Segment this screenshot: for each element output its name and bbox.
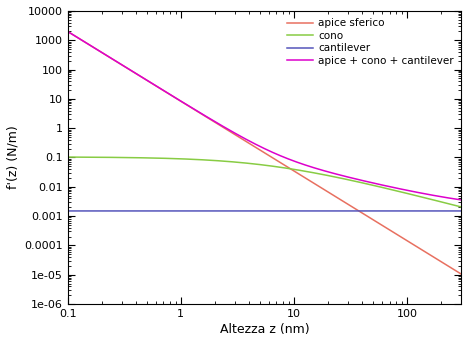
apice + cono + cantilever: [216, 122, 221, 126]
cantilever: [233, 209, 238, 213]
Legend: apice sferico, cono, cantilever, apice + cono + cantilever: apice sferico, cono, cantilever, apice +…: [283, 14, 458, 70]
cantilever: [458, 209, 464, 213]
apice sferico: [110, 57, 115, 61]
apice sferico: [216, 122, 221, 127]
apice + cono + cantilever: [233, 131, 238, 135]
apice sferico: [133, 71, 139, 75]
cono: [451, 203, 456, 207]
cantilever: [216, 209, 221, 213]
apice sferico: [451, 267, 456, 271]
cono: [133, 156, 139, 160]
apice sferico: [65, 29, 70, 34]
cantilever: [65, 209, 70, 213]
Line: cono: cono: [67, 157, 461, 207]
cono: [110, 155, 115, 159]
apice sferico: [233, 133, 238, 137]
apice + cono + cantilever: [458, 198, 464, 202]
cantilever: [451, 209, 456, 213]
Y-axis label: f'(z) (N/m): f'(z) (N/m): [7, 126, 20, 189]
X-axis label: Altezza z (nm): Altezza z (nm): [219, 323, 309, 336]
Line: apice sferico: apice sferico: [67, 32, 461, 274]
cono: [65, 155, 70, 159]
cono: [408, 192, 414, 197]
apice + cono + cantilever: [65, 29, 70, 34]
apice + cono + cantilever: [133, 71, 139, 75]
cantilever: [408, 209, 414, 213]
cono: [458, 205, 464, 209]
apice + cono + cantilever: [110, 57, 115, 61]
cantilever: [110, 209, 115, 213]
Line: apice + cono + cantilever: apice + cono + cantilever: [67, 32, 461, 200]
apice + cono + cantilever: [451, 197, 456, 201]
apice sferico: [408, 241, 414, 245]
cono: [216, 159, 221, 163]
apice sferico: [458, 272, 464, 276]
cono: [233, 160, 238, 164]
cantilever: [133, 209, 139, 213]
apice + cono + cantilever: [408, 189, 414, 193]
